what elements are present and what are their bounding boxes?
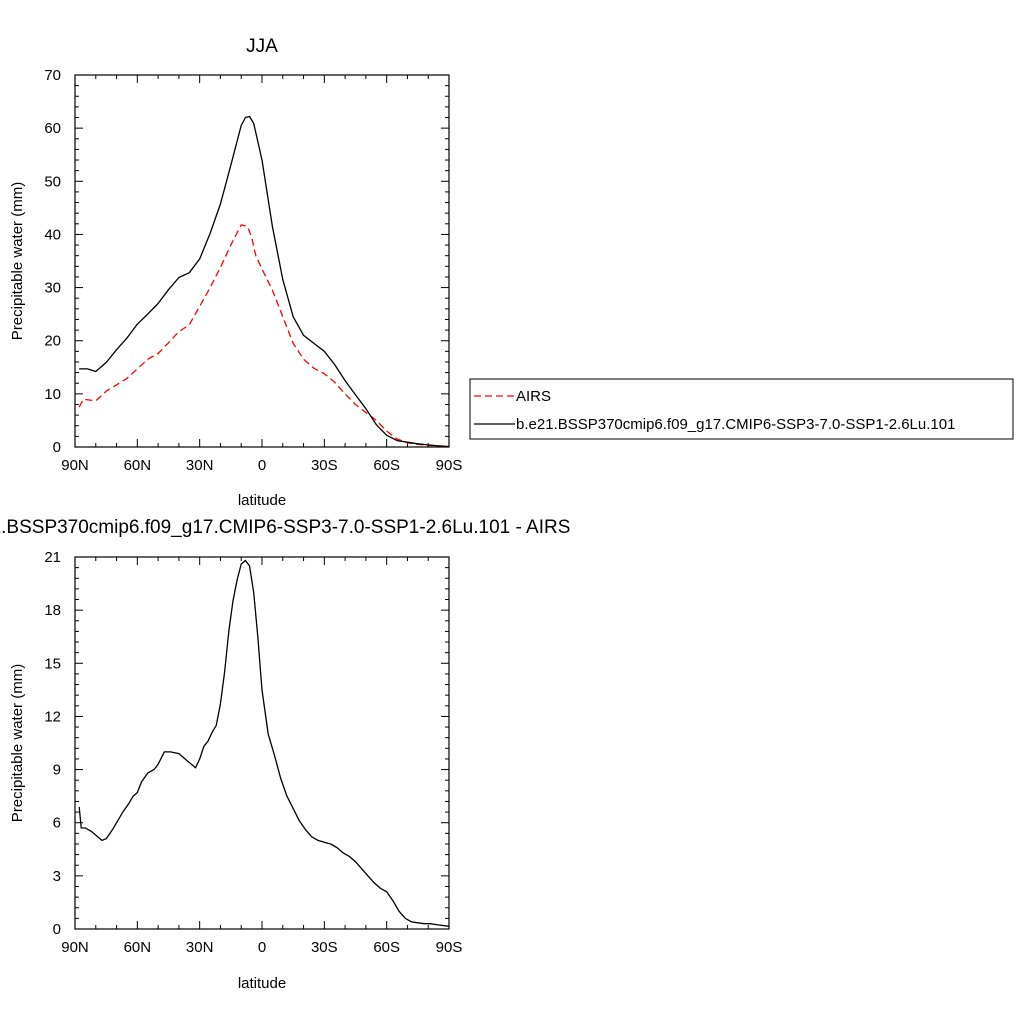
- plot-title: JJA: [246, 36, 278, 57]
- y-tick-label: 20: [44, 333, 61, 350]
- legend: AIRS b.e21.BSSP370cmip6.f09_g17.CMIP6-SSP…: [469, 378, 1014, 440]
- x-tick-label: 90S: [436, 457, 463, 474]
- y-axis-label: Precipitable water (mm): [9, 182, 26, 340]
- legend-label: AIRS: [516, 388, 551, 405]
- y-tick-label: 70: [44, 67, 61, 84]
- legend-label: b.e21.BSSP370cmip6.f09_g17.CMIP6-SSP3-7.…: [516, 416, 955, 433]
- y-tick-label: 12: [44, 708, 61, 725]
- series-line-2: [79, 115, 450, 448]
- x-tick-label: 30N: [186, 939, 214, 956]
- y-tick-label: 0: [53, 439, 61, 456]
- y-axis-label: Precipitable water (mm): [9, 664, 26, 822]
- x-axis-label: latitude: [238, 492, 286, 509]
- series-line-1: [78, 224, 450, 448]
- x-tick-label: 30S: [311, 457, 338, 474]
- y-tick-label: 3: [53, 868, 61, 885]
- plot-frame: [74, 556, 450, 930]
- x-tick-label: 30S: [311, 939, 338, 956]
- x-axis-label: latitude: [238, 975, 286, 992]
- x-tick-label: 60N: [124, 939, 152, 956]
- y-tick-label: 30: [44, 280, 61, 297]
- y-tick-label: 6: [53, 815, 61, 832]
- y-tick-label: 9: [53, 762, 61, 779]
- plot-frame: [74, 74, 450, 448]
- y-tick-label: 15: [44, 655, 61, 672]
- y-tick-label: 10: [44, 386, 61, 403]
- y-tick-label: 60: [44, 120, 61, 137]
- plot-1: JJA 90N 60N 30N 0 30S 60S 90S 0 10 20 30 40 50 60 70 lat…: [9, 36, 1014, 509]
- y-tick-label: 21: [44, 549, 61, 566]
- y-tick-label: 18: [44, 602, 61, 619]
- x-tick-label: 60S: [373, 457, 400, 474]
- x-tick-label: 60N: [124, 457, 152, 474]
- y-tick-label: 0: [53, 921, 61, 938]
- y-tick-label: 50: [44, 173, 61, 190]
- legend-box: [469, 378, 1014, 440]
- plot-title: b.e21.BSSP370cmip6.f09_g17.CMIP6-SSP3-7.…: [0, 517, 570, 538]
- x-tick-label: 90N: [61, 457, 89, 474]
- plot-2: b.e21.BSSP370cmip6.f09_g17.CMIP6-SSP3-7.…: [0, 517, 570, 992]
- x-tick-label: 0: [258, 939, 266, 956]
- x-tick-label: 60S: [373, 939, 400, 956]
- y-tick-label: 40: [44, 226, 61, 243]
- x-tick-label: 30N: [186, 457, 214, 474]
- series-line-1: [78, 559, 450, 927]
- x-tick-label: 0: [258, 457, 266, 474]
- x-tick-label: 90S: [436, 939, 463, 956]
- x-tick-label: 90N: [61, 939, 89, 956]
